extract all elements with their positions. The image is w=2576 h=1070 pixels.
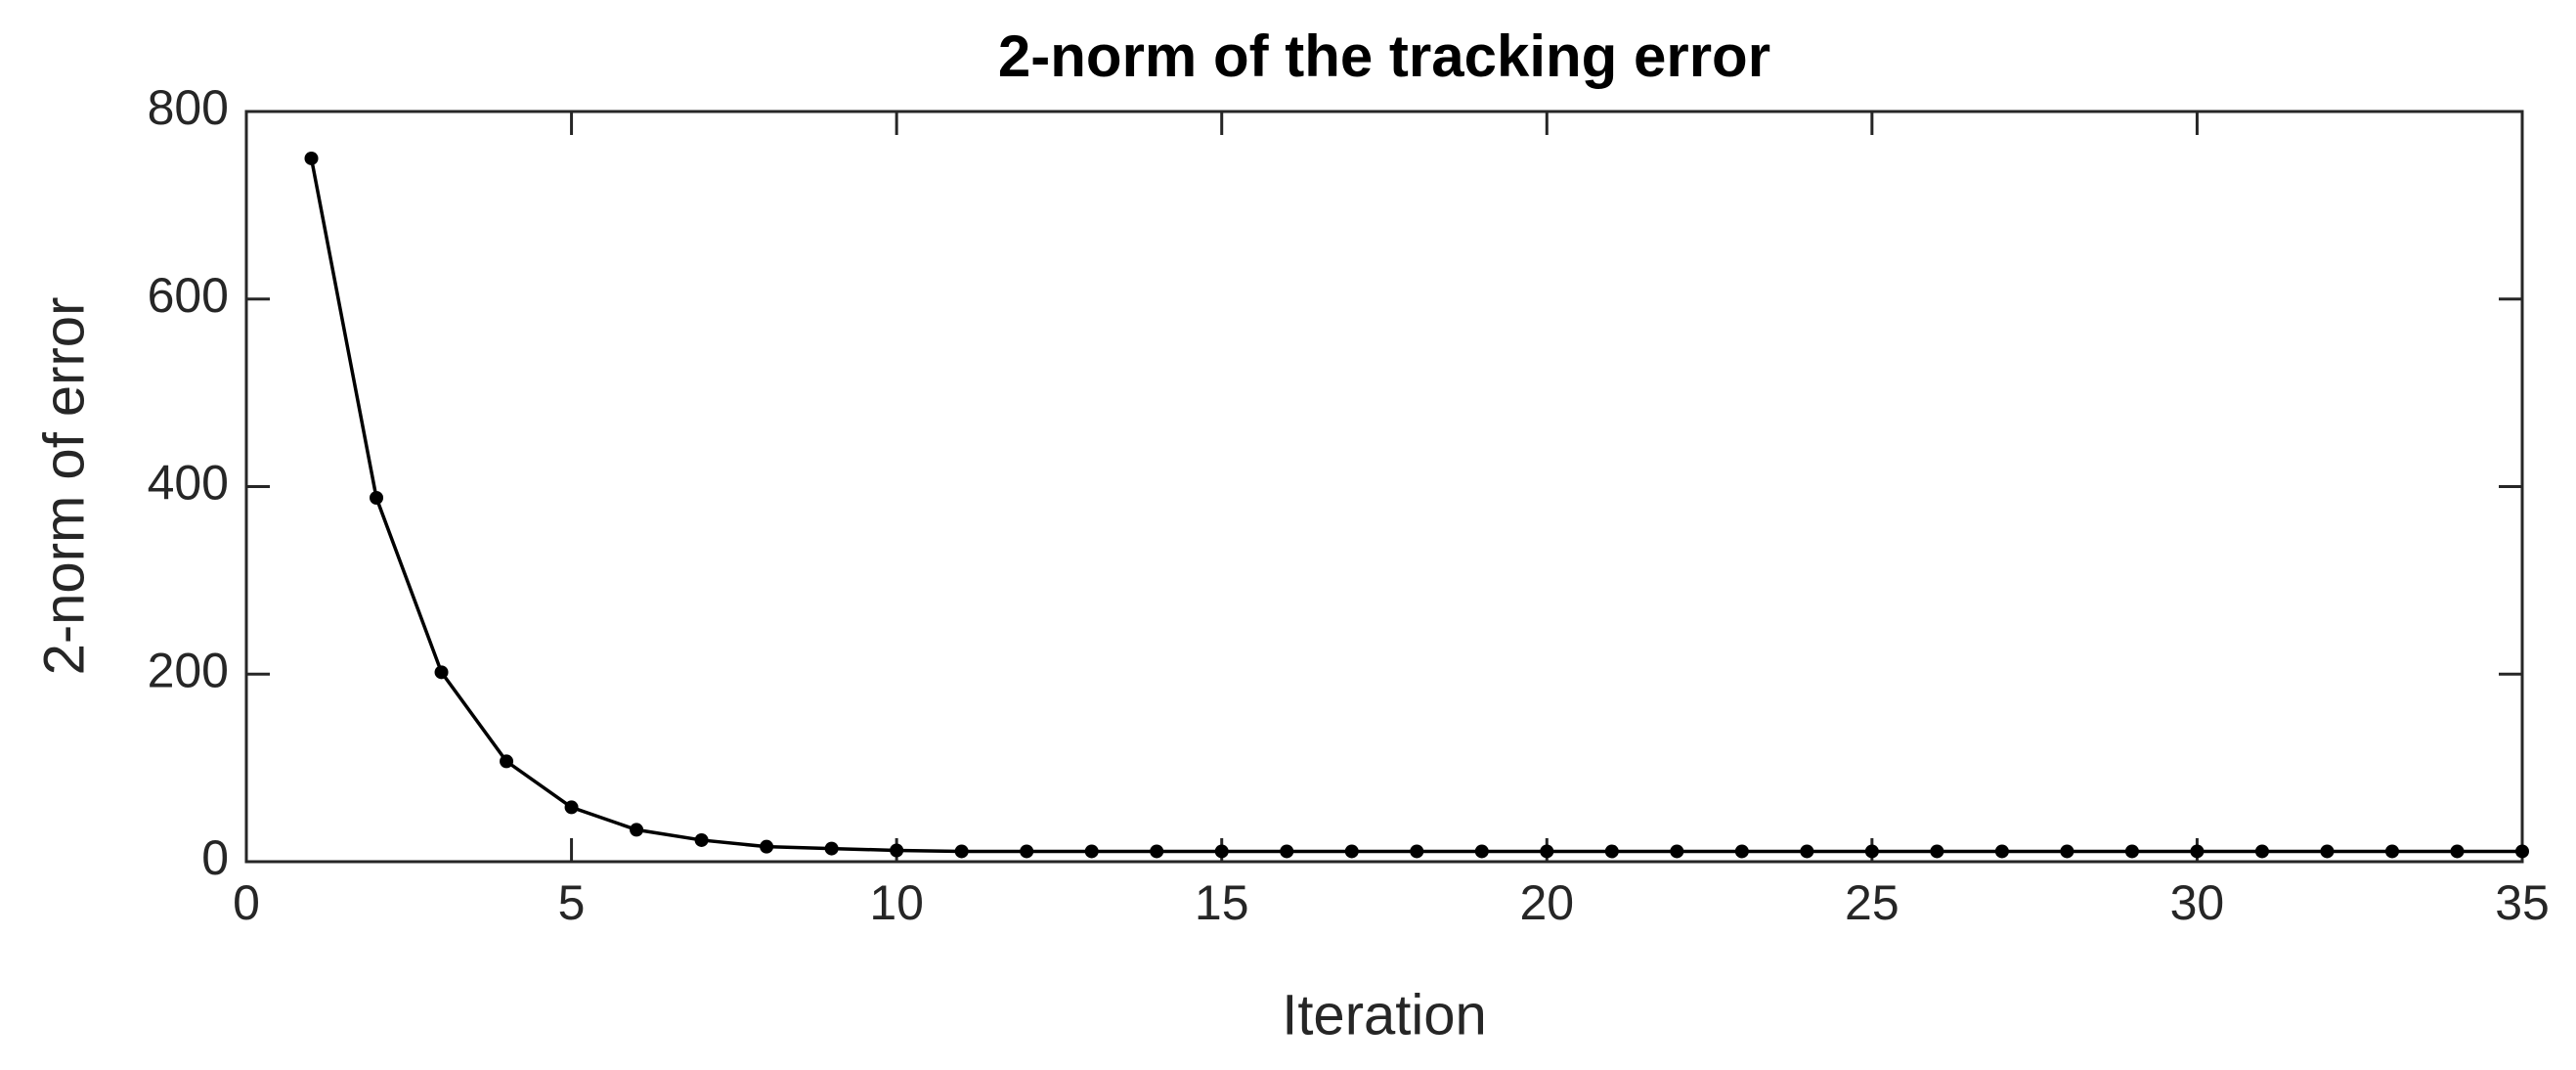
y-tick-label: 400: [148, 456, 229, 511]
marker: [2190, 844, 2205, 859]
y-tick-label: 800: [148, 80, 229, 135]
marker: [500, 754, 514, 769]
marker: [1214, 844, 1229, 859]
marker: [304, 151, 319, 165]
y-tick-label: 200: [148, 643, 229, 697]
line: [309, 157, 2522, 854]
marker: [1540, 844, 1554, 859]
marker: [1864, 844, 1879, 859]
marker: [1670, 844, 1684, 859]
marker: [1474, 844, 1489, 859]
chart-title: 2-norm of the tracking error: [998, 23, 1770, 89]
marker: [1280, 844, 1294, 859]
marker: [2515, 844, 2529, 859]
marker: [954, 844, 969, 859]
marker: [2320, 844, 2335, 859]
marker: [1084, 844, 1099, 859]
x-tick-label: 35: [2495, 875, 2550, 930]
x-tick-label: 5: [558, 875, 586, 930]
marker: [2254, 844, 2269, 859]
marker: [2450, 844, 2465, 859]
x-tick-label: 20: [1519, 875, 1574, 930]
x-tick-label: 30: [2170, 875, 2225, 930]
marker: [434, 665, 449, 680]
x-axis-label: Iteration: [1282, 983, 1487, 1047]
marker: [1150, 844, 1164, 859]
marker: [2384, 844, 2399, 859]
marker: [760, 839, 774, 854]
marker: [370, 491, 384, 506]
marker: [2124, 844, 2139, 859]
marker: [1020, 844, 1034, 859]
marker: [630, 823, 644, 837]
marker: [1800, 844, 1814, 859]
y-tick-label: 0: [201, 830, 229, 885]
x-tick-label: 15: [1195, 875, 1249, 930]
x-tick-label: 25: [1845, 875, 1899, 930]
marker: [1734, 844, 1749, 859]
marker: [1930, 844, 1944, 859]
x-tick-label: 10: [869, 875, 924, 930]
marker: [890, 843, 904, 858]
x-tick-label: 0: [233, 875, 260, 930]
marker: [1344, 844, 1359, 859]
marker: [824, 841, 839, 856]
marker: [1604, 844, 1619, 859]
marker: [1410, 844, 1424, 859]
marker: [694, 832, 709, 847]
marker: [564, 800, 579, 815]
y-tick-label: 600: [148, 268, 229, 323]
y-axis-label: 2-norm of error: [32, 297, 96, 676]
plot-frame: [244, 110, 2524, 864]
marker: [2060, 844, 2074, 859]
marker: [1994, 844, 2009, 859]
